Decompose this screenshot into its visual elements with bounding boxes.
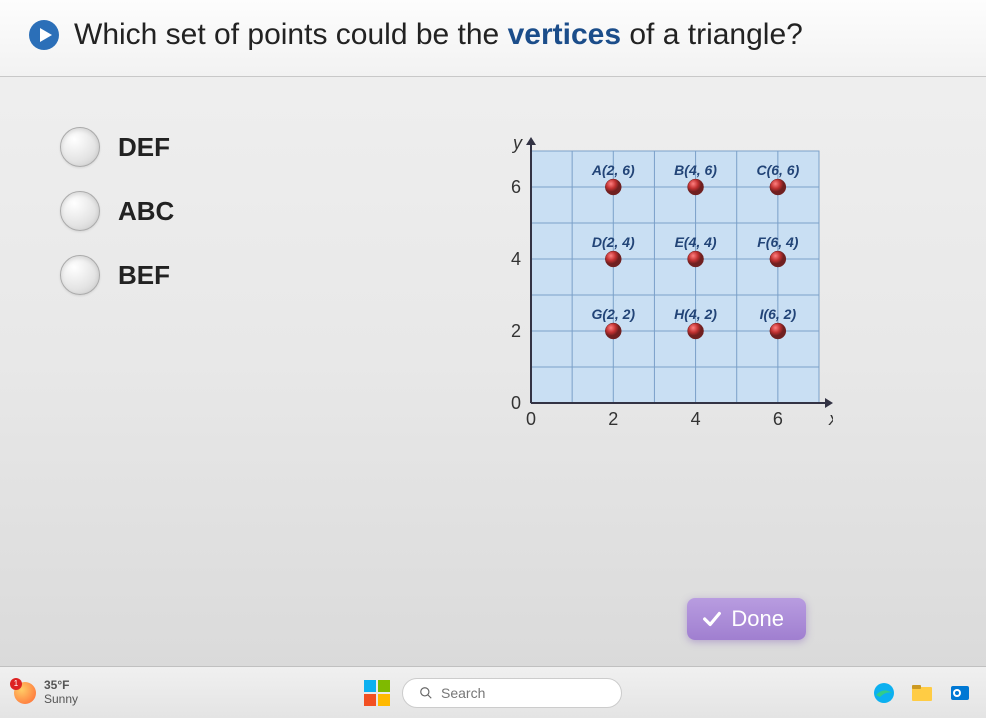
outlook-icon[interactable]: [948, 681, 972, 705]
svg-text:B(4, 6): B(4, 6): [674, 162, 717, 178]
option-def[interactable]: DEF: [60, 127, 340, 167]
svg-text:A(2, 6): A(2, 6): [591, 162, 635, 178]
svg-text:I(6, 2): I(6, 2): [760, 306, 797, 322]
svg-text:C(6, 6): C(6, 6): [756, 162, 799, 178]
chart-area: 0 2 4 6 0 2 4 6 x y A(2, 6) B(4, 6) C(6, 6) D(2, 4) E(…: [380, 127, 946, 442]
radio-icon[interactable]: [60, 127, 100, 167]
svg-text:2: 2: [511, 321, 521, 341]
question-prefix: Which set of points could be the: [74, 18, 508, 51]
weather-condition: Sunny: [44, 693, 78, 706]
svg-text:E(4, 4): E(4, 4): [675, 234, 717, 250]
svg-text:G(2, 2): G(2, 2): [591, 306, 635, 322]
search-icon: [419, 686, 433, 700]
windows-start-icon[interactable]: [364, 680, 390, 706]
svg-text:6: 6: [773, 409, 783, 429]
question-text: Which set of points could be the vertice…: [74, 18, 803, 52]
svg-text:4: 4: [511, 249, 521, 269]
taskbar: 1 35°F Sunny Search: [0, 666, 986, 718]
search-placeholder: Search: [441, 685, 485, 701]
weather-text: 35°F Sunny: [44, 679, 78, 705]
option-bef[interactable]: BEF: [60, 255, 340, 295]
option-abc[interactable]: ABC: [60, 191, 340, 231]
done-label: Done: [731, 606, 784, 632]
play-icon[interactable]: [28, 19, 60, 51]
done-button[interactable]: Done: [687, 598, 806, 640]
svg-text:D(2, 4): D(2, 4): [592, 234, 635, 250]
options-list: DEF ABC BEF: [60, 127, 340, 442]
question-header: Which set of points could be the vertice…: [0, 0, 986, 77]
content-area: DEF ABC BEF 0 2 4 6 0 2 4 6 x y A(2, 6) B(4, 6) C(6,…: [0, 77, 986, 442]
svg-text:x: x: [828, 409, 833, 429]
weather-icon: 1: [14, 682, 36, 704]
taskbar-tray: [872, 681, 972, 705]
chart-svg: 0 2 4 6 0 2 4 6 x y A(2, 6) B(4, 6) C(6, 6) D(2, 4) E(…: [493, 137, 833, 437]
svg-text:y: y: [511, 137, 523, 153]
question-suffix: of a triangle?: [621, 18, 803, 51]
option-label: ABC: [118, 196, 174, 227]
edge-icon[interactable]: [872, 681, 896, 705]
taskbar-search[interactable]: Search: [402, 678, 622, 708]
option-label: BEF: [118, 260, 170, 291]
svg-text:0: 0: [526, 409, 536, 429]
svg-text:2: 2: [608, 409, 618, 429]
taskbar-weather[interactable]: 1 35°F Sunny: [14, 679, 78, 705]
option-label: DEF: [118, 132, 170, 163]
coordinate-grid-chart: 0 2 4 6 0 2 4 6 x y A(2, 6) B(4, 6) C(6, 6) D(2, 4) E(…: [493, 137, 833, 442]
notification-badge-icon: 1: [10, 678, 22, 690]
svg-text:4: 4: [691, 409, 701, 429]
svg-text:0: 0: [511, 393, 521, 413]
svg-text:F(6, 4): F(6, 4): [757, 234, 799, 250]
weather-temp: 35°F: [44, 679, 78, 692]
question-keyword: vertices: [508, 18, 621, 51]
taskbar-center: Search: [364, 678, 622, 708]
radio-icon[interactable]: [60, 191, 100, 231]
svg-text:H(4, 2): H(4, 2): [674, 306, 717, 322]
check-icon: [701, 608, 723, 630]
svg-text:6: 6: [511, 177, 521, 197]
radio-icon[interactable]: [60, 255, 100, 295]
file-explorer-icon[interactable]: [910, 681, 934, 705]
